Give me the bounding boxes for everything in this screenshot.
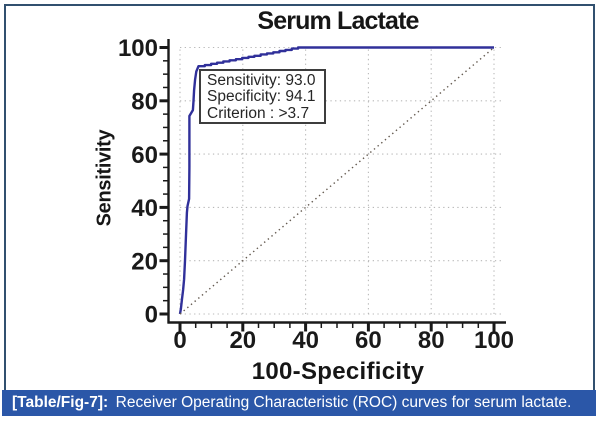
y-tick-label: 0 <box>145 302 158 329</box>
roc-curve-line <box>178 46 494 315</box>
y-tick-label: 100 <box>118 35 158 62</box>
criterion-annotation-box: Sensitivity: 93.0 Specificity: 94.1 Crit… <box>199 69 326 124</box>
figure-border-frame <box>4 4 595 390</box>
figure-caption-bar: [Table/Fig-7]: Receiver Operating Charac… <box>2 390 596 416</box>
y-tick-label: 80 <box>131 89 158 116</box>
chart-title: Serum Lactate <box>257 7 419 35</box>
x-tick-label: 60 <box>355 327 382 354</box>
annotation-sensitivity: Sensitivity: 93.0 <box>207 72 316 89</box>
x-tick-label: 0 <box>173 327 186 354</box>
x-tick-label: 40 <box>292 327 319 354</box>
x-axis-title: 100-Specificity <box>251 358 425 385</box>
caption-label: [Table/Fig-7]: <box>12 394 109 411</box>
y-tick-label: 20 <box>131 248 158 275</box>
caption-text: Receiver Operating Characteristic (ROC) … <box>115 394 572 411</box>
x-tick-label: 100 <box>474 327 514 354</box>
x-tick-label: 80 <box>418 327 445 354</box>
y-axis-title: Sensitivity <box>93 129 115 227</box>
annotation-specificity: Specificity: 94.1 <box>207 88 316 106</box>
y-tick-label: 60 <box>131 142 158 169</box>
x-tick-label: 20 <box>229 327 256 354</box>
annotation-criterion: Criterion : >3.7 <box>207 104 310 122</box>
y-tick-label: 40 <box>131 195 158 222</box>
